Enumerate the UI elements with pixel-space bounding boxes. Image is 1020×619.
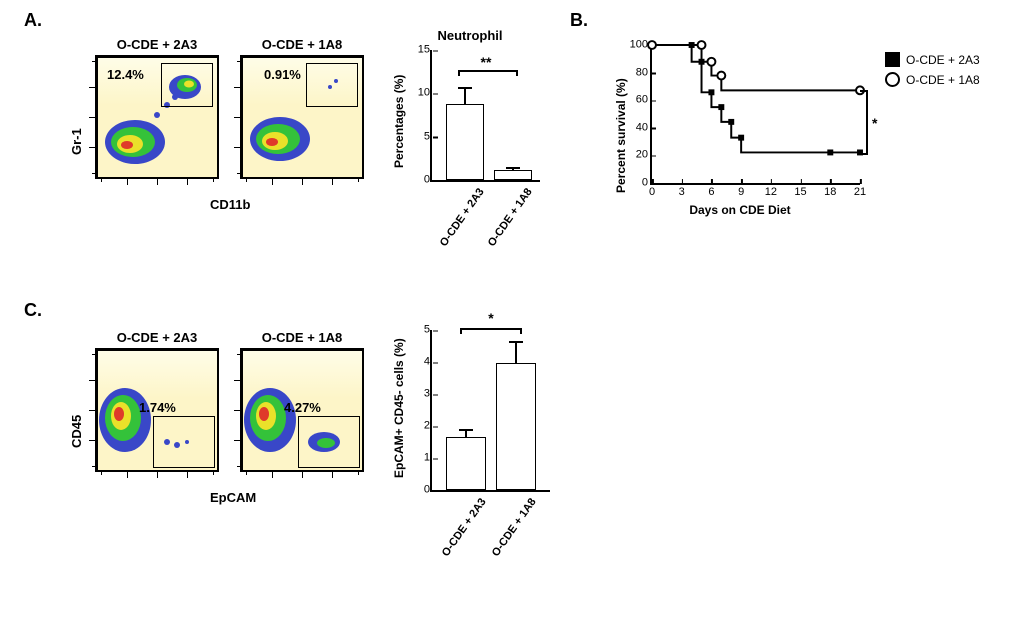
legend-2A3-label: O-CDE + 2A3: [906, 53, 980, 67]
flowA-plot2-gate-pct: 0.91%: [264, 67, 301, 82]
panel-label-A: A.: [24, 10, 42, 31]
flowC-plot2-gate: [298, 416, 360, 468]
surv-xlabel: Days on CDE Diet: [610, 203, 870, 217]
barA-ytick-0: 0: [392, 175, 434, 186]
surv-xt-0: 0: [649, 183, 655, 198]
surv-sig: *: [872, 115, 877, 131]
barC-yt-3: 3: [392, 389, 434, 400]
barA-ytick-15: 15: [392, 45, 434, 56]
flowC-plot1-yticks: [83, 350, 97, 470]
flowC-plot2-yticks: [228, 350, 242, 470]
barA-ytick-5: 5: [392, 131, 434, 142]
flowC-plot1-gate-pct: 1.74%: [139, 400, 176, 415]
barC-cat-2: O-CDE + 1A8: [477, 496, 538, 577]
barA-title: Neutrophil: [390, 28, 550, 43]
panel-A-bar: Neutrophil Percentages (%) 0 5 10 15 **: [390, 50, 550, 275]
flowC-plot1-title: O-CDE + 2A3: [97, 330, 217, 345]
panel-A-flow: Gr-1 O-CDE + 2A3: [95, 55, 375, 205]
surv-xt-6: 6: [708, 183, 714, 198]
flowC-plot2-title: O-CDE + 1A8: [242, 330, 362, 345]
barA-axes: 0 5 10 15 ** O-CDE + 2A3 O-CDE + 1A8: [430, 50, 540, 182]
flowC-plot1-gate: [153, 416, 215, 468]
barC-yt-1: 1: [392, 453, 434, 464]
legend-2A3: O-CDE + 2A3: [885, 52, 980, 67]
panel-C-bar: EpCAM+ CD45- cells (%) 0 1 2 3 4 5 * O-C…: [390, 330, 560, 590]
flowA-ylabel: Gr-1: [69, 128, 84, 155]
surv-axes: 0 20 40 60 80 100 0 3 6 9 12 15 18 21: [650, 45, 860, 185]
barC-yt-4: 4: [392, 357, 434, 368]
flowC-plot1: O-CDE + 2A3: [95, 348, 219, 472]
surv-yt-20: 20: [636, 150, 652, 161]
surv-xt-3: 3: [679, 183, 685, 198]
barA-ytick-10: 10: [392, 88, 434, 99]
panel-label-B: B.: [570, 10, 588, 31]
barC-yt-5: 5: [392, 325, 434, 336]
panel-label-C: C.: [24, 300, 42, 321]
figure-root: A. B. C. Gr-1 O-CDE + 2A3: [0, 0, 1020, 619]
flowA-xlabel: CD11b: [210, 197, 250, 212]
flowC-plot1-xticks: [97, 470, 217, 484]
panel-B-survival: Percent survival (%) 0 20 40 60 80 100 0…: [610, 35, 870, 215]
surv-xt-21: 21: [854, 183, 866, 198]
surv-xt-12: 12: [765, 183, 777, 198]
barA-bar-1: [446, 104, 484, 180]
flowC-plot2-xticks: [242, 470, 362, 484]
flowA-plot2-xticks: [242, 177, 362, 191]
surv-lines: [652, 45, 860, 183]
barC-yt-0: 0: [392, 485, 434, 496]
panel-C-flow: CD45 O-CDE + 2A3: [95, 348, 375, 498]
surv-ylabel: Percent survival (%): [614, 78, 628, 193]
surv-yt-80: 80: [636, 67, 652, 78]
flowA-plot1-gate: [161, 63, 213, 107]
barC-axes: 0 1 2 3 4 5 * O-CDE + 2A3 O-CDE + 1A8: [430, 330, 550, 492]
flowA-plot2: O-CDE + 1A8: [240, 55, 364, 179]
open-circle-icon: [885, 72, 900, 87]
flowC-xlabel: EpCAM: [210, 490, 256, 505]
flowA-plot1: O-CDE + 2A3: [95, 55, 219, 179]
surv-yt-60: 60: [636, 95, 652, 106]
legend-1A8-label: O-CDE + 1A8: [906, 73, 980, 87]
surv-yt-40: 40: [636, 122, 652, 133]
flowA-plot2-gate: [306, 63, 358, 107]
flowC-plot2: O-CDE + 1A8: [240, 348, 364, 472]
flowA-plot1-yticks: [83, 57, 97, 177]
surv-xt-15: 15: [794, 183, 806, 198]
flowA-plot1-title: O-CDE + 2A3: [97, 37, 217, 52]
flowA-plot1-gate-pct: 12.4%: [107, 67, 144, 82]
surv-xt-18: 18: [824, 183, 836, 198]
barA-bar-2: [494, 170, 532, 180]
filled-square-icon: [885, 52, 900, 67]
barA-sig: **: [432, 54, 540, 70]
flowA-plot2-yticks: [228, 57, 242, 177]
barC-sig: *: [432, 310, 550, 326]
flowC-ylabel: CD45: [69, 415, 84, 448]
flowA-plot2-title: O-CDE + 1A8: [242, 37, 362, 52]
barC-bar-2: [496, 363, 536, 490]
legend-1A8: O-CDE + 1A8: [885, 72, 980, 87]
flowA-plot1-xticks: [97, 177, 217, 191]
barC-yt-2: 2: [392, 421, 434, 432]
barC-bar-1: [446, 437, 486, 490]
flowC-plot2-gate-pct: 4.27%: [284, 400, 321, 415]
surv-xt-9: 9: [738, 183, 744, 198]
